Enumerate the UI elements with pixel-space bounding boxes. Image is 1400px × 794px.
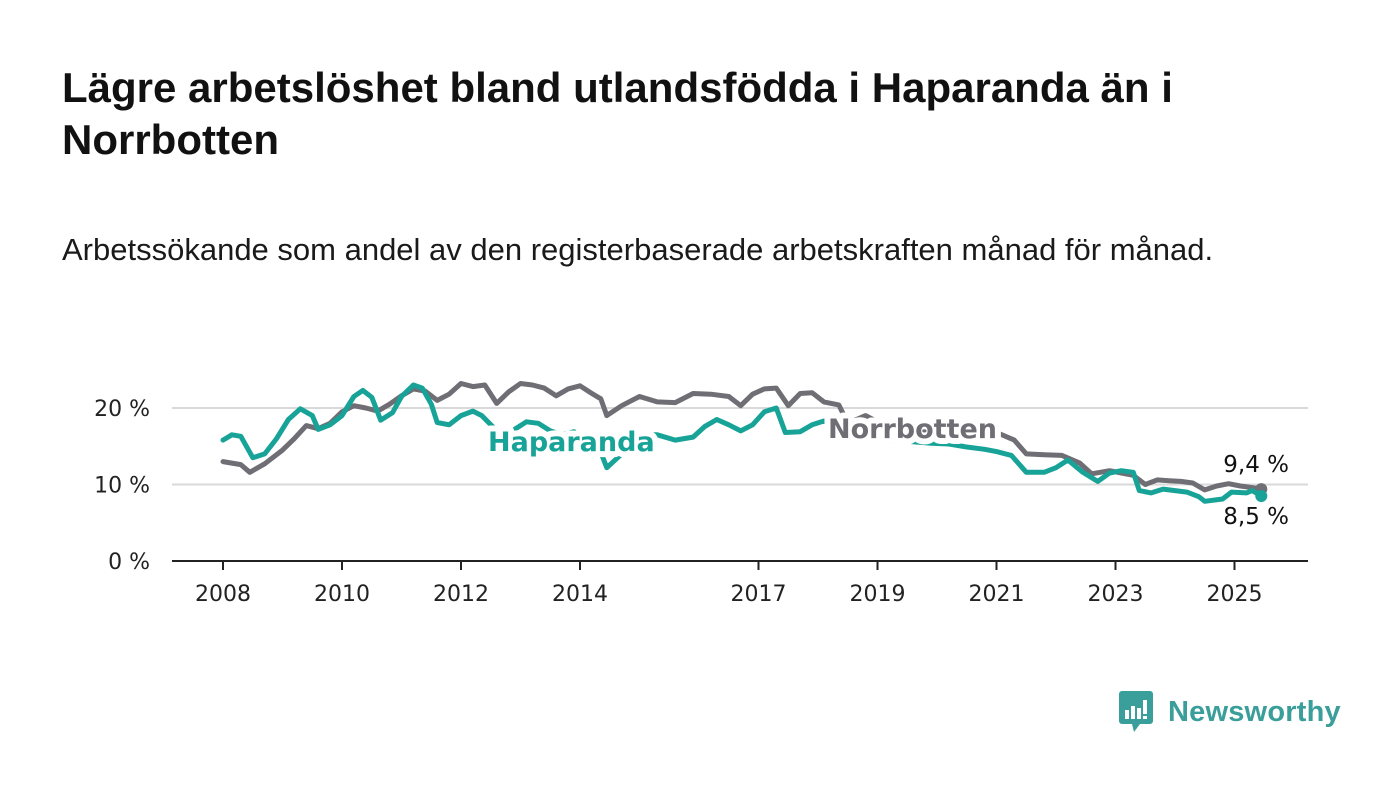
x-tick-label: 2010	[314, 582, 370, 607]
x-axis-ticks: 2008 2010 2012 2014 2017 2019 2021 2023 2025	[195, 561, 1263, 607]
newsworthy-logo-icon	[1119, 691, 1153, 732]
x-tick-label: 2019	[850, 582, 906, 607]
y-tick-label: 20 %	[94, 397, 150, 422]
gridlines	[172, 407, 1308, 486]
series-label-haparanda-halo: Haparanda	[488, 427, 655, 458]
series-lines	[220, 381, 1268, 504]
x-tick-label: 2012	[433, 582, 489, 607]
y-tick-label: 0 %	[108, 550, 150, 575]
end-value-labels: 9,4 %9,4 %8,5 %8,5 %	[1219, 448, 1293, 534]
series-end-dot-haparanda	[1255, 489, 1268, 502]
y-tick-label: 10 %	[94, 474, 150, 499]
chart-subtitle: Arbetssökande som andel av den registerb…	[62, 232, 1214, 267]
end-label-haparanda-halo: 8,5 %	[1223, 504, 1289, 530]
x-tick-label: 2014	[552, 582, 608, 607]
y-axis-labels: 0 % 10 % 20 %	[94, 397, 150, 575]
series-label-haparanda: Haparanda	[488, 427, 655, 458]
x-tick-label: 2021	[969, 582, 1025, 607]
brand-logo: Newsworthy	[1118, 690, 1341, 734]
end-label-norrbotten-halo: 9,4 %	[1223, 452, 1289, 478]
brand-name: Newsworthy	[1168, 695, 1341, 728]
chart-title: Lägre arbetslöshet bland utlandsfödda i …	[62, 64, 1173, 163]
x-tick-label: 2017	[731, 582, 787, 607]
end-label-haparanda: 8,5 %	[1223, 504, 1289, 530]
series-line-haparanda	[220, 382, 1264, 504]
series-label-norrbotten-halo: Norrbotten	[828, 414, 997, 445]
x-tick-label: 2008	[195, 582, 251, 607]
x-tick-label: 2023	[1088, 582, 1144, 607]
series-label-norrbotten: Norrbotten	[828, 414, 997, 445]
x-tick-label: 2025	[1207, 582, 1263, 607]
end-label-norrbotten: 9,4 %	[1223, 452, 1289, 478]
